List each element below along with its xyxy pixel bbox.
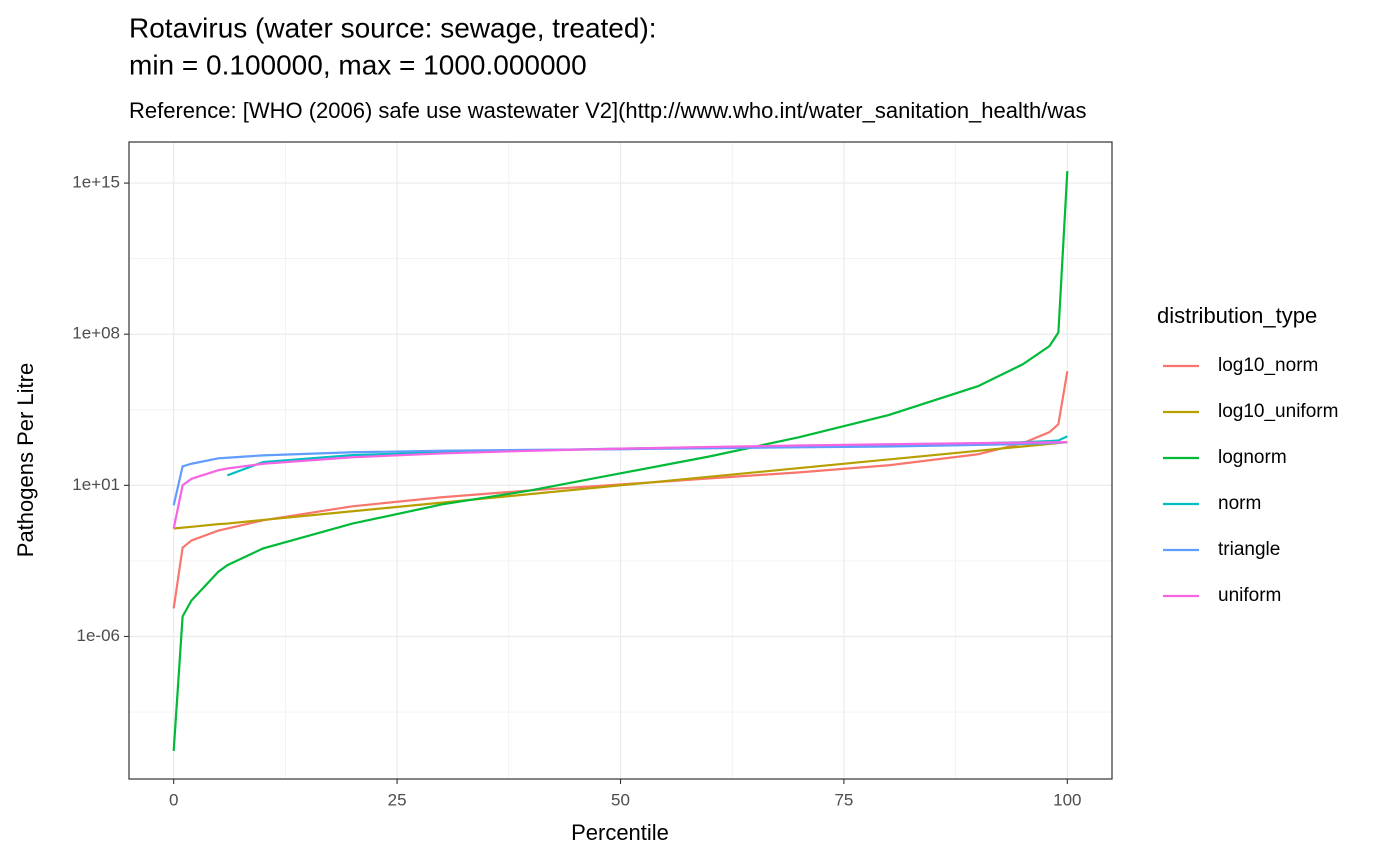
y-tick-label: 1e+08 (72, 324, 120, 343)
legend-label: log10_norm (1218, 355, 1318, 376)
legend-label: log10_uniform (1218, 401, 1338, 422)
x-tick-label: 25 (388, 790, 407, 809)
y-tick-label: 1e+15 (72, 173, 120, 192)
x-axis-title: Percentile (571, 820, 669, 845)
x-tick-label: 50 (611, 790, 630, 809)
series-line (172, 171, 1069, 751)
plot-lines (172, 171, 1069, 751)
legend-label: uniform (1218, 585, 1281, 606)
chart-title: Rotavirus (water source: sewage, treated… (129, 12, 657, 43)
chart-subtitle: Reference: [WHO (2006) safe use wastewat… (129, 98, 1086, 123)
x-tick-label: 0 (169, 790, 178, 809)
legend-label: lognorm (1218, 447, 1287, 468)
y-tick-label: 1e-06 (77, 626, 120, 645)
legend-title: distribution_type (1157, 303, 1317, 328)
legend-label: triangle (1218, 539, 1280, 560)
series-line (226, 435, 1068, 477)
y-tick-label: 1e+01 (72, 475, 120, 494)
legend-label: norm (1218, 493, 1261, 514)
chart-title: min = 0.100000, max = 1000.000000 (129, 49, 587, 80)
x-tick-label: 100 (1053, 790, 1081, 809)
series-line (173, 441, 1068, 530)
x-tick-label: 75 (834, 790, 853, 809)
y-axis-title: Pathogens Per Litre (13, 363, 38, 557)
grid (129, 142, 1112, 779)
series-line (172, 441, 1068, 529)
